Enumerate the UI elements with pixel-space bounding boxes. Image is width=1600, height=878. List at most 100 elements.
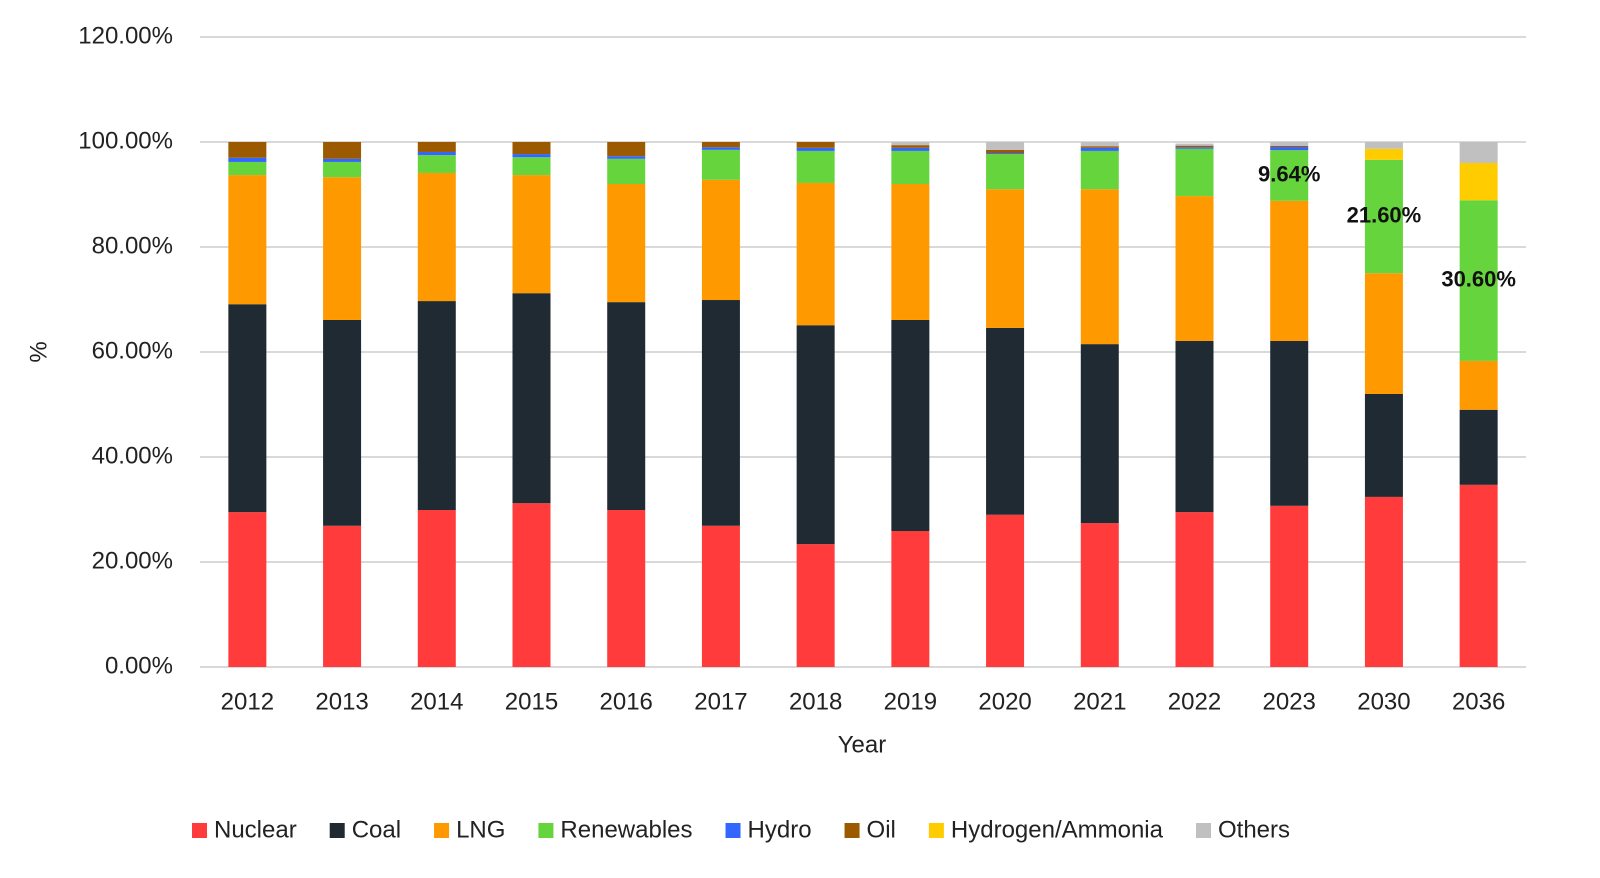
bar-segment (1459, 163, 1498, 201)
bar-segment (323, 177, 362, 320)
bar-segment (891, 145, 930, 148)
bar-segment (228, 304, 267, 513)
y-tick-label: 20.00% (92, 547, 173, 574)
bar-segment (701, 525, 740, 667)
bar-segment (417, 510, 456, 667)
x-tick-label: 2016 (600, 688, 653, 715)
bar-segment (1080, 344, 1119, 524)
bar-segment (1080, 142, 1119, 147)
bar-segment (1270, 147, 1309, 151)
bar-segment (701, 149, 740, 180)
bar-segment (1175, 340, 1214, 513)
bar-segment (796, 147, 835, 151)
bar-segment (1364, 159, 1403, 274)
bar-segment (607, 184, 646, 303)
bar-segment (1080, 523, 1119, 667)
x-tick-label: 2014 (410, 688, 463, 715)
legend-swatch (928, 823, 944, 838)
bar-segment (986, 142, 1025, 150)
x-tick-label: 2017 (694, 688, 747, 715)
bar-segment (417, 155, 456, 173)
bar-segment (1364, 394, 1403, 497)
bar-segment (891, 142, 930, 146)
bar-segment (986, 189, 1025, 328)
bar-segment (1364, 142, 1403, 149)
bar-segment (1270, 200, 1309, 341)
bar-segment (1175, 143, 1214, 146)
bar-segment (512, 293, 551, 504)
bar-segment (512, 157, 551, 176)
x-axis-label: Year (838, 731, 887, 758)
bar-segment (701, 142, 740, 148)
bar-segment (1080, 146, 1119, 148)
y-tick-label: 0.00% (105, 652, 173, 679)
bar-segment (323, 525, 362, 667)
value-label: 9.64% (1258, 161, 1320, 186)
bar-segment (1459, 409, 1498, 485)
y-tick-label: 100.00% (78, 127, 173, 154)
y-tick-label: 40.00% (92, 442, 173, 469)
bar-segment (417, 151, 456, 156)
legend-swatch (1196, 823, 1211, 838)
legend-label: Hydrogen/Ammonia (951, 816, 1164, 843)
value-label: 30.60% (1441, 266, 1516, 291)
bar-segment (1459, 484, 1498, 667)
bar-segment (1080, 150, 1119, 190)
bar-segment (1175, 148, 1214, 197)
legend-swatch (844, 823, 860, 838)
bar-segment (796, 150, 835, 183)
bar-segment (891, 319, 930, 532)
legend-label: Nuclear (214, 816, 297, 843)
bar-segment (986, 327, 1025, 515)
bar-segment (607, 158, 646, 184)
bar-segment (891, 184, 930, 320)
bar-segment (891, 147, 930, 151)
bar-segment (1175, 196, 1214, 341)
y-tick-label: 60.00% (92, 337, 173, 364)
bar-segment (228, 142, 267, 158)
bar-segment (986, 149, 1025, 154)
legend-swatch (434, 823, 450, 838)
x-tick-label: 2022 (1168, 688, 1221, 715)
bar-segment (607, 302, 646, 511)
legend-swatch (538, 823, 554, 838)
bar-segment (701, 147, 740, 150)
bar-segment (1459, 200, 1498, 361)
y-tick-label: 120.00% (78, 22, 173, 49)
bar-segment (1175, 147, 1214, 149)
bar-segment (1364, 496, 1403, 667)
x-tick-label: 2012 (221, 688, 274, 715)
bar-segment (796, 544, 835, 667)
bar-segment (1459, 360, 1498, 410)
x-tick-label: 2021 (1073, 688, 1126, 715)
bar-segment (1459, 142, 1498, 163)
bar-segment (1364, 148, 1403, 160)
bar-segment (796, 325, 835, 545)
legend-swatch (725, 823, 741, 838)
legend-label: Oil (867, 816, 896, 843)
legend-label: Coal (352, 816, 401, 843)
bar-segment (228, 175, 267, 305)
bar-segment (607, 156, 646, 159)
x-tick-label: 2030 (1357, 688, 1410, 715)
x-tick-label: 2015 (505, 688, 558, 715)
legend-label: Hydro (748, 816, 812, 843)
legend-swatch (192, 823, 207, 838)
legend-label: Renewables (560, 816, 692, 843)
legend-swatch (329, 823, 345, 838)
bar-segment (1270, 141, 1309, 146)
x-tick-label: 2013 (315, 688, 368, 715)
bar-segment (1270, 150, 1309, 201)
bar-segment (1175, 145, 1214, 148)
x-tick-label: 2019 (884, 688, 937, 715)
bar-segment (323, 319, 362, 526)
legend-label: LNG (456, 816, 505, 843)
bar-segment (512, 154, 551, 158)
bar-segment (891, 531, 930, 667)
x-tick-label: 2036 (1452, 688, 1505, 715)
bar-segment (1080, 147, 1119, 151)
bar-segment (891, 150, 930, 184)
bar-segment (986, 153, 1025, 155)
